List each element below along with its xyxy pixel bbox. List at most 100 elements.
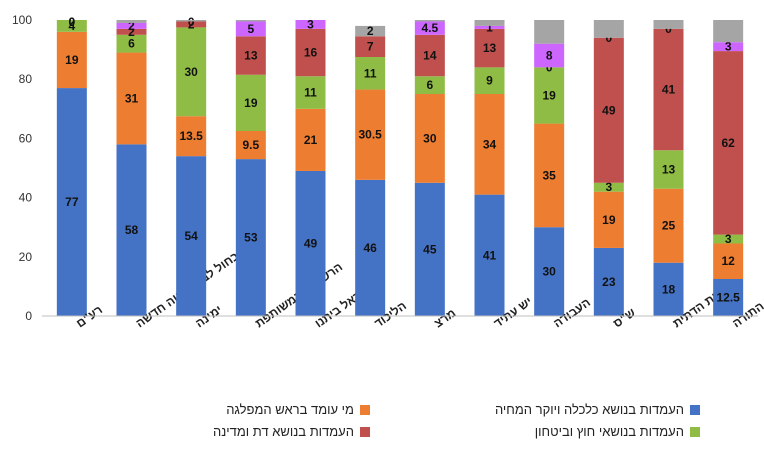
data-label: 41 [662, 83, 676, 97]
bar-segment [474, 28, 505, 68]
bar-segment [713, 279, 744, 316]
legend-item: מי עומד בראש המפלגה [226, 402, 370, 417]
data-label: 3 [725, 232, 732, 246]
bar-segment [414, 21, 445, 35]
data-label: 46 [363, 241, 377, 255]
bar-segment [235, 20, 266, 22]
bar-segment [295, 20, 326, 29]
bar-segment [414, 20, 445, 22]
bar-segment [474, 94, 505, 195]
bar-segment [474, 20, 505, 26]
y-tick-label: 0 [25, 309, 32, 323]
data-label: 9 [486, 74, 493, 88]
bar-segment [414, 94, 445, 183]
data-label: 16 [304, 46, 318, 60]
legend-label: העמדות בנושאי חוץ וביטחון [534, 424, 684, 439]
data-label: 31 [125, 91, 139, 105]
bar-segment [295, 28, 326, 77]
data-label: 35 [542, 168, 556, 182]
data-label: 11 [364, 66, 377, 80]
data-label: 3 [725, 40, 732, 54]
data-label: 45 [423, 242, 437, 256]
data-label: 0 [68, 15, 75, 29]
data-label: 13 [244, 49, 258, 63]
data-label: 21 [304, 133, 318, 147]
data-label: 1 [486, 20, 493, 34]
data-label: 6 [426, 78, 433, 92]
data-label: 30.5 [358, 128, 382, 142]
data-label: 13 [483, 41, 497, 55]
bar-segment [295, 76, 326, 109]
data-label: 2 [188, 17, 195, 31]
bar-segment [653, 28, 684, 151]
bar-segment [116, 144, 147, 316]
bar-segment [653, 20, 684, 29]
bar-segment [116, 34, 147, 53]
data-label: 58 [125, 223, 139, 237]
legend: העמדות בנושא כלכלה ויוקר המחיה מי עומד בר… [140, 402, 700, 450]
legend-item: העמדות בנושא דת ומדינה [213, 424, 370, 439]
data-label: 34 [483, 137, 497, 151]
bar-segment [235, 159, 266, 316]
legend-swatch [690, 404, 700, 415]
data-label: 13.5 [179, 129, 203, 143]
legend-swatch [360, 426, 370, 437]
y-tick-label: 100 [12, 13, 32, 27]
data-label: 19 [542, 88, 556, 102]
bar-segment [534, 43, 565, 68]
data-label: 30 [542, 265, 556, 279]
data-label: 5 [247, 22, 254, 36]
bar-segment [534, 227, 565, 316]
bar-segment [116, 20, 147, 23]
data-label: 12.5 [716, 291, 740, 305]
bar-segment [414, 34, 445, 77]
bar-segment [713, 20, 744, 43]
bar-segment [116, 22, 147, 29]
bar-segment [235, 74, 266, 131]
bar-segment [56, 88, 87, 316]
data-label: 3 [605, 180, 612, 194]
data-label: 77 [65, 195, 79, 209]
legend-label: העמדות בנושא דת ומדינה [213, 424, 354, 439]
bar-segment [593, 247, 624, 316]
legend-swatch [360, 404, 370, 415]
data-label: 41 [483, 248, 497, 262]
bar-segment [56, 31, 87, 89]
bar-segment [176, 20, 207, 22]
bar-segment [593, 182, 624, 192]
y-tick-label: 40 [19, 191, 33, 205]
bar-segment [56, 20, 87, 32]
data-label: 3 [307, 17, 314, 31]
bar-segment [713, 243, 744, 279]
bar-segment [713, 234, 744, 244]
data-label: 30 [423, 131, 437, 145]
bar-segment [593, 191, 624, 248]
bar-segment [355, 36, 386, 57]
data-label: 25 [662, 219, 676, 233]
bar-segment [176, 116, 207, 157]
data-label: 49 [602, 103, 616, 117]
data-label: 49 [304, 236, 318, 250]
legend-label: מי עומד בראש המפלגה [226, 402, 354, 417]
bar-segment [414, 182, 445, 316]
bar-segment [355, 89, 386, 180]
data-label: 19 [602, 213, 616, 227]
data-label: 0 [68, 15, 75, 29]
data-label: 54 [184, 229, 198, 243]
data-label: 2 [128, 19, 135, 33]
bar-segment [534, 20, 565, 44]
bar-segment [653, 262, 684, 316]
bar-segment [474, 67, 505, 94]
data-label: 18 [662, 282, 676, 296]
bar-segment [235, 131, 266, 160]
data-label: 4 [68, 19, 75, 33]
y-tick-label: 60 [19, 131, 33, 145]
bar-segment [653, 150, 684, 189]
bar-segment [474, 25, 505, 29]
bar-segment [295, 170, 326, 316]
bar-segment [355, 57, 386, 90]
bar-segment [534, 67, 565, 124]
legend-item: העמדות בנושאי חוץ וביטחון [535, 424, 700, 439]
bar-segment [295, 108, 326, 171]
